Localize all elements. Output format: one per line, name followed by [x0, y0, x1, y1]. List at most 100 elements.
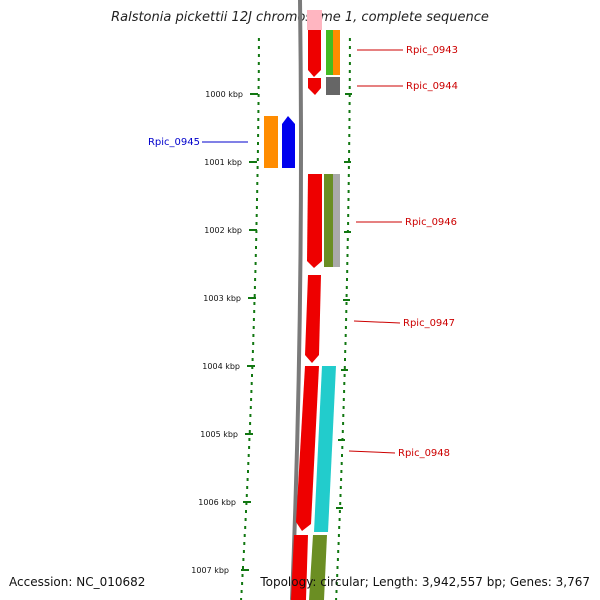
gene-rpic-0943-features[interactable]: [308, 30, 340, 77]
track-dot: [240, 590, 243, 593]
gene-feature-orange[interactable]: [264, 116, 278, 168]
track-dot: [255, 222, 258, 225]
track-dot: [242, 566, 244, 569]
track-dot: [338, 518, 341, 521]
gene-rpic-0947-features[interactable]: [305, 275, 321, 363]
gene-feature-olive[interactable]: [324, 174, 333, 267]
gene-feature-gray[interactable]: [333, 174, 340, 267]
track-dot: [343, 382, 346, 385]
track-dot: [252, 334, 255, 337]
track-dot: [342, 422, 345, 425]
track-dot: [341, 454, 343, 457]
track-dot: [250, 398, 253, 401]
track-dot: [348, 86, 351, 89]
cds-arrow-forward[interactable]: [308, 78, 321, 95]
ruler-tick-label: 1006 kbp: [198, 498, 236, 507]
track-dot: [254, 262, 257, 265]
gene-feature-pink[interactable]: [307, 10, 322, 30]
track-dot: [255, 230, 258, 233]
track-dot: [255, 246, 257, 249]
gene-label-rpic-0946[interactable]: Rpic_0946: [405, 217, 457, 228]
gene-features-continuation[interactable]: [291, 535, 327, 600]
track-dot: [257, 134, 260, 137]
track-dot: [251, 366, 254, 369]
track-dot: [342, 414, 345, 417]
coordinate-ruler: 1000 kbp 1001 kbp 1002 kbp 1003 kbp 1004…: [191, 90, 258, 575]
right-track-ticks: [336, 93, 352, 509]
track-dot: [251, 358, 254, 361]
gene-label-rpic-0948[interactable]: Rpic_0948: [398, 448, 450, 459]
track-dot: [348, 70, 351, 73]
track-dot: [348, 126, 351, 129]
track-dot: [337, 542, 340, 545]
dotted-guide-tracks: [240, 38, 351, 600]
track-dot: [347, 198, 350, 201]
track-dot: [248, 446, 251, 449]
track-dot: [241, 574, 244, 577]
track-dot: [342, 398, 345, 401]
cds-arrow-forward[interactable]: [305, 275, 321, 363]
track-dot: [348, 62, 351, 65]
gene-label-rpic-0944[interactable]: Rpic_0944: [406, 81, 458, 92]
track-dot: [348, 46, 351, 49]
length-value: 3,942,557 bp: [421, 575, 502, 589]
track-dot: [339, 494, 342, 497]
cds-arrow-forward[interactable]: [307, 174, 322, 268]
cds-arrow-forward[interactable]: [308, 30, 321, 77]
gene-rpic-0946-features[interactable]: [307, 174, 340, 268]
track-dot: [348, 118, 351, 121]
track-dot: [250, 390, 253, 393]
track-dot: [257, 142, 259, 145]
track-dot: [348, 38, 351, 41]
label-leader-line: [348, 450, 396, 454]
track-dot: [254, 270, 257, 273]
track-dot: [257, 78, 260, 81]
chromosome-backbone: [290, 0, 304, 600]
track-dot: [348, 150, 351, 153]
track-dot: [257, 38, 260, 41]
track-dot: [344, 342, 347, 345]
gene-feature-cyan[interactable]: [314, 366, 336, 532]
track-dot: [247, 454, 250, 457]
track-dot: [242, 550, 245, 553]
track-dot: [251, 350, 254, 353]
track-dot: [348, 158, 350, 161]
track-dot: [253, 286, 256, 289]
track-dot: [243, 542, 246, 545]
cds-arrow-forward[interactable]: [296, 366, 319, 531]
track-dot: [340, 478, 343, 481]
track-dot: [335, 582, 338, 585]
accession-info: Accession: NC_010682: [9, 575, 145, 589]
gene-feature-orange[interactable]: [333, 30, 340, 75]
ruler-tick-label: 1000 kbp: [205, 90, 243, 99]
track-dot: [257, 54, 260, 57]
gene-rpic-0945-features[interactable]: [264, 116, 295, 168]
track-dot: [348, 110, 351, 113]
track-dot: [346, 246, 349, 249]
track-dot: [335, 598, 338, 600]
track-dot: [247, 462, 250, 465]
gene-feature-green[interactable]: [326, 30, 333, 75]
track-dot: [249, 414, 252, 417]
gene-label-rpic-0947[interactable]: Rpic_0947: [403, 318, 455, 329]
gene-feature-gray[interactable]: [326, 77, 340, 95]
track-dot: [338, 510, 341, 513]
track-dot: [247, 470, 249, 473]
track-dot: [347, 222, 350, 225]
gene-rpic-0948-features[interactable]: [296, 366, 336, 532]
label-leader-line: [353, 320, 401, 324]
track-dot: [346, 254, 349, 257]
track-dot: [336, 574, 339, 577]
gene-rpic-0944-features[interactable]: [308, 77, 340, 95]
track-dot: [339, 502, 342, 505]
gene-label-rpic-0945[interactable]: Rpic_0945: [148, 137, 200, 148]
cds-arrow-forward[interactable]: [291, 535, 308, 600]
track-dot: [257, 62, 260, 65]
cds-arrow-reverse[interactable]: [282, 116, 295, 168]
track-dot: [240, 598, 243, 600]
gene-label-rpic-0943[interactable]: Rpic_0943: [406, 45, 458, 56]
gene-feature-olive[interactable]: [309, 535, 327, 600]
track-dot: [344, 326, 347, 329]
track-dot: [348, 94, 351, 97]
